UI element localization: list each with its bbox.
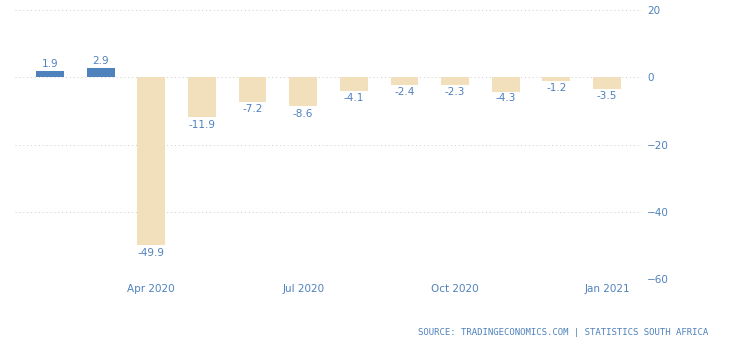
Text: -49.9: -49.9 [138, 248, 165, 258]
Bar [137, 78, 165, 245]
Text: -1.2: -1.2 [546, 83, 566, 93]
Text: -8.6: -8.6 [293, 109, 313, 119]
Bar [441, 78, 469, 85]
Bar [289, 78, 317, 106]
Text: -4.1: -4.1 [344, 93, 364, 103]
Bar [593, 78, 621, 89]
Bar [239, 78, 266, 102]
Text: -4.3: -4.3 [496, 94, 516, 103]
Bar [492, 78, 520, 92]
Text: -7.2: -7.2 [242, 104, 263, 114]
Text: 2.9: 2.9 [93, 56, 109, 66]
Bar [36, 71, 64, 78]
Text: -3.5: -3.5 [596, 91, 617, 101]
Bar [188, 78, 216, 117]
Text: 1.9: 1.9 [42, 59, 58, 69]
Bar [542, 78, 570, 81]
Text: -11.9: -11.9 [188, 120, 215, 130]
Text: SOURCE: TRADINGECONOMICS.COM | STATISTICS SOUTH AFRICA: SOURCE: TRADINGECONOMICS.COM | STATISTIC… [418, 328, 708, 337]
Text: -2.3: -2.3 [445, 87, 465, 97]
Bar [391, 78, 418, 85]
Text: -2.4: -2.4 [394, 87, 415, 97]
Bar [340, 78, 368, 91]
Bar [87, 68, 115, 78]
